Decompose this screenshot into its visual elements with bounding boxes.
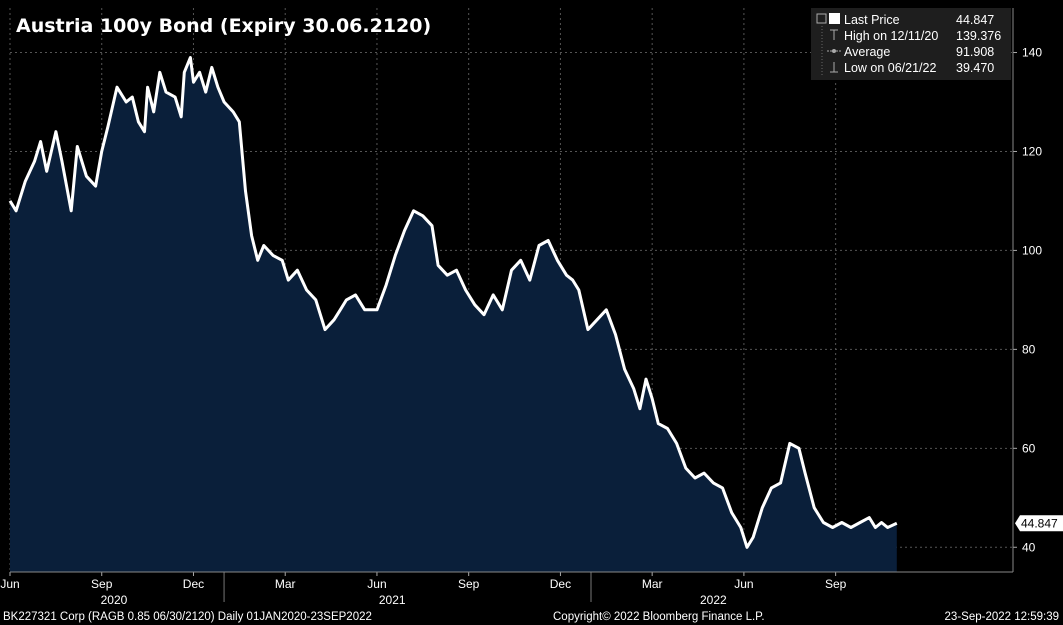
x-tick-label: Dec: [183, 577, 204, 591]
x-tick-label: Sep: [91, 577, 113, 591]
y-tick-label: 100: [1022, 243, 1042, 257]
legend-value-average: 91.908: [956, 45, 994, 59]
y-tick-label: 120: [1022, 144, 1042, 158]
y-tick-label: 40: [1022, 540, 1036, 554]
legend: Last Price 44.847 High on 12/11/20 139.3…: [811, 8, 1011, 80]
low-marker-icon: [830, 62, 838, 73]
x-year-label: 2021: [379, 593, 406, 607]
y-tick-label: 140: [1022, 46, 1042, 60]
legend-label-low: Low on 06/21/22: [844, 61, 936, 75]
y-tick-label: 60: [1022, 441, 1036, 455]
legend-label-average: Average: [844, 45, 890, 59]
axes: 40 60 80 100 120 140 Jun Sep Dec Mar Jun Sep Dec Mar J…: [0, 8, 1042, 607]
x-tick-label: Jun: [0, 577, 19, 591]
footer-copyright: Copyright© 2022 Bloomberg Finance L.P.: [553, 611, 765, 623]
last-price-tag-shape: [1015, 515, 1063, 532]
last-price-swatch-icon: [829, 13, 840, 24]
x-tick-label: Sep: [458, 577, 480, 591]
average-marker-icon: [827, 49, 841, 53]
legend-value-last-price: 44.847: [956, 13, 994, 27]
footer-security-info: BK227321 Corp (RAGB 0.85 06/30/2120) Dai…: [3, 611, 372, 623]
high-marker-icon: [830, 29, 838, 40]
last-price-tag-value: 44.847: [1021, 516, 1058, 530]
x-year-label: 2022: [700, 593, 727, 607]
series-line: [8, 56, 898, 549]
legend-box: [811, 8, 1011, 80]
x-tick-label: Jun: [734, 577, 753, 591]
legend-label-last-price: Last Price: [844, 13, 900, 27]
x-tick-label: Jun: [367, 577, 386, 591]
legend-value-high: 139.376: [956, 29, 1001, 43]
y-tick-label: 80: [1022, 342, 1036, 356]
x-tick-label: Mar: [642, 577, 663, 591]
x-tick-label: Mar: [275, 577, 296, 591]
legend-toggle-icon[interactable]: [816, 13, 827, 24]
series-line-path: [8, 56, 898, 549]
last-price-tag: 44.847: [1015, 515, 1063, 532]
chart-title: Austria 100y Bond (Expiry 30.06.2120): [16, 15, 431, 37]
legend-value-low: 39.470: [956, 61, 994, 75]
x-tick-label: Dec: [550, 577, 571, 591]
x-year-label: 2020: [101, 593, 128, 607]
x-tick-label: Sep: [825, 577, 847, 591]
legend-label-high: High on 12/11/20: [844, 29, 938, 43]
footer-timestamp: 23-Sep-2022 12:59:39: [945, 611, 1059, 623]
